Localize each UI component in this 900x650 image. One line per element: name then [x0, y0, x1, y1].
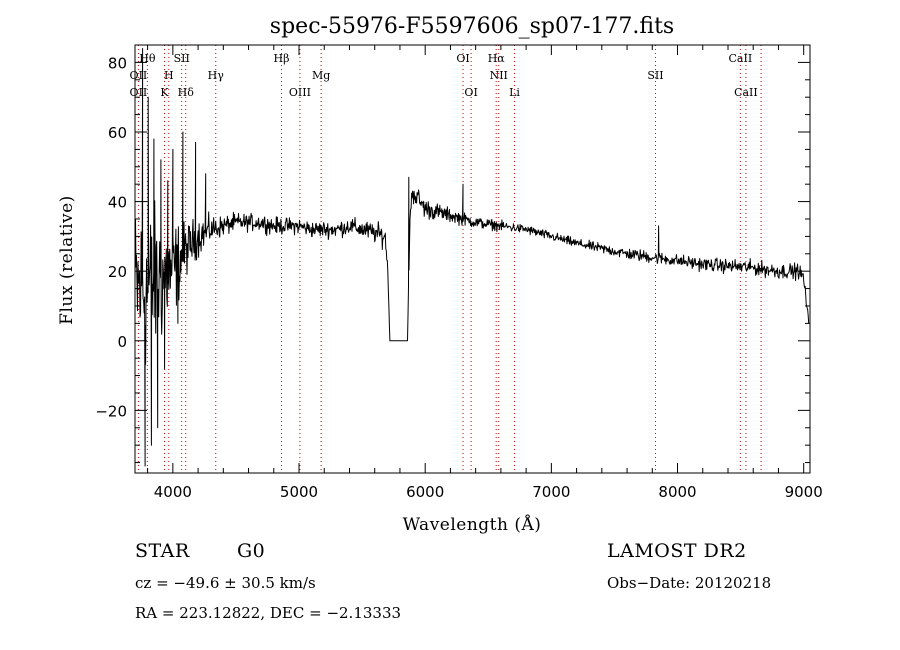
x-tick-label: 9000: [785, 483, 823, 501]
marker-label: Hθ: [139, 52, 156, 65]
marker-label: Hα: [488, 52, 506, 65]
marker-label: CaII: [734, 86, 758, 99]
x-tick-label: 5000: [280, 483, 318, 501]
chart-title: spec-55976-F5597606_sp07-177.fits: [270, 14, 674, 39]
x-tick-label: 8000: [658, 483, 696, 501]
marker-label: Li: [509, 86, 520, 99]
obs-date-text: Obs−Date: 20120218: [607, 574, 772, 592]
y-tick-label: 80: [108, 54, 127, 72]
marker-label: Hβ: [274, 52, 290, 65]
plot-axes: 4000 5000 6000 7000 8000 9000 −20 0 20 40 60 80: [95, 44, 823, 501]
spectrum-line: [134, 48, 810, 467]
x-tick-label: 7000: [532, 483, 570, 501]
y-tick-label: 0: [117, 333, 127, 351]
y-axis-label: Flux (relative): [57, 195, 77, 325]
y-tick-label: 60: [108, 124, 127, 142]
plot-frame: [134, 44, 811, 474]
y-tick-label: 20: [108, 263, 127, 281]
marker-label: OI: [464, 86, 477, 99]
y-tick-label: 40: [108, 194, 127, 212]
marker-label: NII: [490, 69, 508, 82]
x-axis-label: Wavelength (Å): [403, 514, 542, 535]
marker-label: Mg: [312, 69, 330, 82]
x-tick-label: 6000: [406, 483, 444, 501]
marker-label: Hγ: [208, 69, 225, 82]
y-tick-label: −20: [95, 402, 127, 420]
marker-label: K: [160, 86, 169, 99]
spectrum-series: [134, 48, 810, 467]
marker-label: SII: [647, 69, 663, 82]
coordinates-text: RA = 223.12822, DEC = −2.13333: [135, 604, 402, 622]
x-tick-label: 4000: [154, 483, 192, 501]
marker-label: OI: [456, 52, 469, 65]
marker-label: CaII: [729, 52, 753, 65]
survey-label: LAMOST DR2: [607, 540, 747, 562]
marker-label: Hδ: [178, 86, 195, 99]
marker-label: OIII: [289, 86, 311, 99]
subclass-label: G0: [237, 540, 266, 562]
marker-label: SII: [174, 52, 190, 65]
class-label: STAR: [135, 540, 190, 562]
spectrum-chart: spec-55976-F5597606_sp07-177.fits HθOIIO…: [57, 14, 823, 535]
marker-label: H: [164, 69, 174, 82]
redshift-text: cz = −49.6 ± 30.5 km/s: [135, 574, 316, 592]
